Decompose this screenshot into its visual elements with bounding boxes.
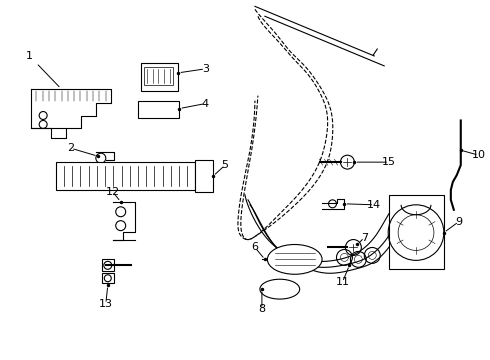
FancyBboxPatch shape xyxy=(141,63,178,91)
Ellipse shape xyxy=(260,279,300,299)
Text: 14: 14 xyxy=(367,200,381,210)
Text: 15: 15 xyxy=(382,157,396,167)
Text: 12: 12 xyxy=(106,187,120,197)
FancyBboxPatch shape xyxy=(56,162,196,190)
Text: 6: 6 xyxy=(251,243,258,252)
Text: 13: 13 xyxy=(99,299,113,309)
FancyBboxPatch shape xyxy=(138,100,179,118)
Text: 10: 10 xyxy=(472,150,486,160)
FancyBboxPatch shape xyxy=(102,260,114,271)
Text: 8: 8 xyxy=(258,304,266,314)
Ellipse shape xyxy=(268,244,322,274)
FancyBboxPatch shape xyxy=(389,195,444,269)
Text: 7: 7 xyxy=(361,233,368,243)
Text: 11: 11 xyxy=(336,277,349,287)
Text: 4: 4 xyxy=(202,99,209,109)
FancyBboxPatch shape xyxy=(144,67,173,85)
Text: 1: 1 xyxy=(26,51,33,61)
Text: 9: 9 xyxy=(455,217,463,227)
Text: 5: 5 xyxy=(221,160,229,170)
Polygon shape xyxy=(31,89,111,129)
Text: 3: 3 xyxy=(202,64,209,74)
FancyBboxPatch shape xyxy=(196,160,213,192)
Text: 2: 2 xyxy=(68,143,74,153)
FancyBboxPatch shape xyxy=(102,273,114,283)
